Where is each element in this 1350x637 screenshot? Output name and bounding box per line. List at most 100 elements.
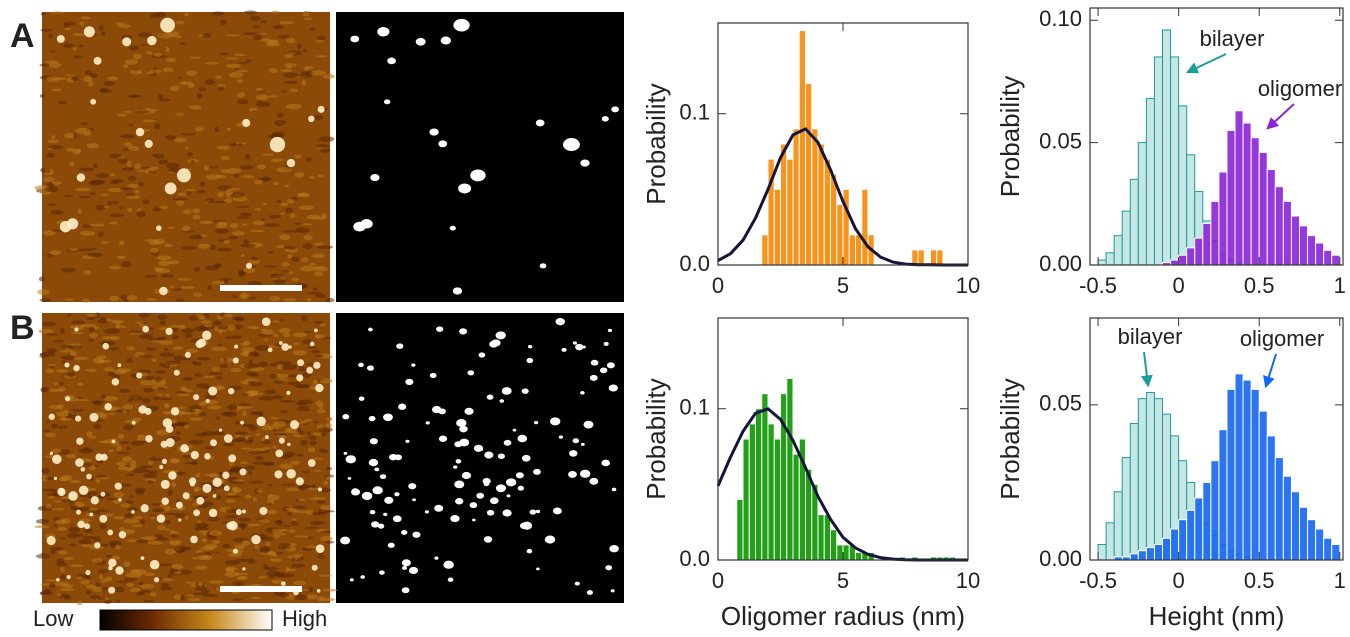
afm-texture bbox=[294, 154, 302, 159]
afm-texture bbox=[208, 580, 225, 584]
afm-texture bbox=[122, 404, 134, 410]
afm-texture bbox=[58, 476, 69, 482]
afm-texture bbox=[120, 294, 128, 300]
mask-particle bbox=[405, 439, 410, 443]
y-tick-label: 0.05 bbox=[1039, 128, 1082, 153]
afm-texture bbox=[139, 465, 154, 468]
histogram-bar bbox=[842, 544, 850, 561]
afm-texture bbox=[115, 599, 121, 603]
afm-texture bbox=[297, 43, 302, 50]
afm-texture bbox=[76, 382, 84, 386]
afm-texture bbox=[126, 447, 131, 450]
afm-texture bbox=[259, 546, 271, 551]
mask-image bbox=[336, 12, 624, 302]
afm-texture bbox=[312, 287, 318, 291]
afm-texture bbox=[241, 392, 249, 396]
afm-texture bbox=[132, 417, 142, 422]
histogram-bar bbox=[1121, 210, 1131, 266]
afm-texture bbox=[303, 330, 313, 333]
afm-texture bbox=[314, 354, 324, 357]
afm-texture bbox=[256, 164, 267, 170]
afm-texture bbox=[205, 265, 219, 271]
afm-texture bbox=[148, 327, 155, 330]
afm-texture bbox=[325, 466, 332, 471]
mask-particle bbox=[394, 492, 400, 497]
mask-particle bbox=[436, 326, 444, 332]
histogram-bar bbox=[936, 249, 944, 266]
mask-particle bbox=[515, 472, 524, 479]
afm-texture bbox=[142, 119, 157, 123]
afm-texture bbox=[51, 88, 63, 92]
afm-texture bbox=[283, 230, 297, 233]
afm-texture bbox=[99, 543, 109, 547]
colorbar-low: Low bbox=[33, 606, 73, 631]
afm-texture bbox=[48, 33, 53, 38]
afm-texture bbox=[241, 347, 255, 353]
afm-texture bbox=[224, 336, 233, 339]
afm-texture bbox=[255, 456, 264, 461]
afm-texture bbox=[296, 428, 301, 433]
afm-texture bbox=[48, 495, 56, 499]
afm-texture bbox=[148, 240, 161, 245]
afm-texture bbox=[304, 545, 320, 549]
afm-texture bbox=[178, 76, 183, 79]
afm-particle bbox=[227, 387, 235, 395]
mask-particle bbox=[486, 394, 494, 400]
afm-particle bbox=[80, 467, 86, 472]
afm-texture bbox=[281, 364, 297, 370]
mask-particle bbox=[572, 438, 580, 444]
afm-texture bbox=[257, 576, 268, 579]
mask-particle bbox=[379, 474, 387, 480]
afm-particle bbox=[234, 344, 239, 349]
afm-texture bbox=[264, 389, 277, 395]
afm-texture bbox=[100, 394, 107, 400]
afm-texture bbox=[247, 558, 256, 564]
afm-texture bbox=[185, 581, 197, 584]
afm-texture bbox=[290, 521, 299, 526]
afm-texture bbox=[164, 403, 170, 409]
afm-texture bbox=[228, 324, 236, 331]
afm-texture bbox=[97, 318, 109, 324]
afm-texture bbox=[140, 379, 156, 386]
afm-texture bbox=[289, 88, 299, 93]
afm-texture bbox=[209, 472, 221, 479]
afm-texture bbox=[202, 32, 212, 39]
afm-texture bbox=[125, 59, 138, 65]
afm-texture bbox=[47, 388, 63, 393]
mask-particle bbox=[484, 451, 494, 459]
afm-texture bbox=[165, 134, 177, 140]
afm-texture bbox=[70, 564, 84, 568]
afm-texture bbox=[217, 86, 225, 91]
afm-particle bbox=[296, 374, 304, 382]
afm-particle bbox=[286, 158, 296, 168]
mask-particle bbox=[517, 485, 524, 491]
chart: bilayer oligomer -0.5 0 0.5 1 0.00 0.05 0.10 Prob… bbox=[995, 6, 1346, 298]
afm-texture bbox=[232, 598, 243, 601]
histogram-bar bbox=[773, 188, 781, 266]
histogram-bar bbox=[1282, 200, 1292, 266]
mask-particle bbox=[396, 343, 404, 349]
afm-texture bbox=[309, 440, 317, 446]
afm-texture bbox=[288, 374, 298, 378]
afm-texture bbox=[270, 417, 279, 420]
afm-texture bbox=[246, 296, 257, 300]
afm-texture bbox=[53, 339, 64, 343]
afm-texture bbox=[150, 247, 159, 254]
mask-particle bbox=[495, 331, 506, 340]
afm-texture bbox=[163, 505, 171, 512]
afm-texture bbox=[87, 316, 96, 320]
afm-texture bbox=[240, 342, 248, 347]
afm-texture bbox=[309, 520, 325, 525]
afm-texture bbox=[134, 321, 145, 324]
afm-texture bbox=[223, 442, 235, 447]
afm-texture bbox=[79, 230, 96, 236]
afm-texture bbox=[58, 381, 64, 386]
histogram-bar bbox=[761, 393, 769, 561]
mask-particle bbox=[609, 545, 619, 553]
afm-texture bbox=[287, 52, 296, 55]
afm-texture bbox=[216, 494, 222, 501]
afm-texture bbox=[184, 514, 189, 520]
histogram-bar bbox=[1298, 506, 1309, 561]
afm-texture bbox=[135, 538, 149, 544]
